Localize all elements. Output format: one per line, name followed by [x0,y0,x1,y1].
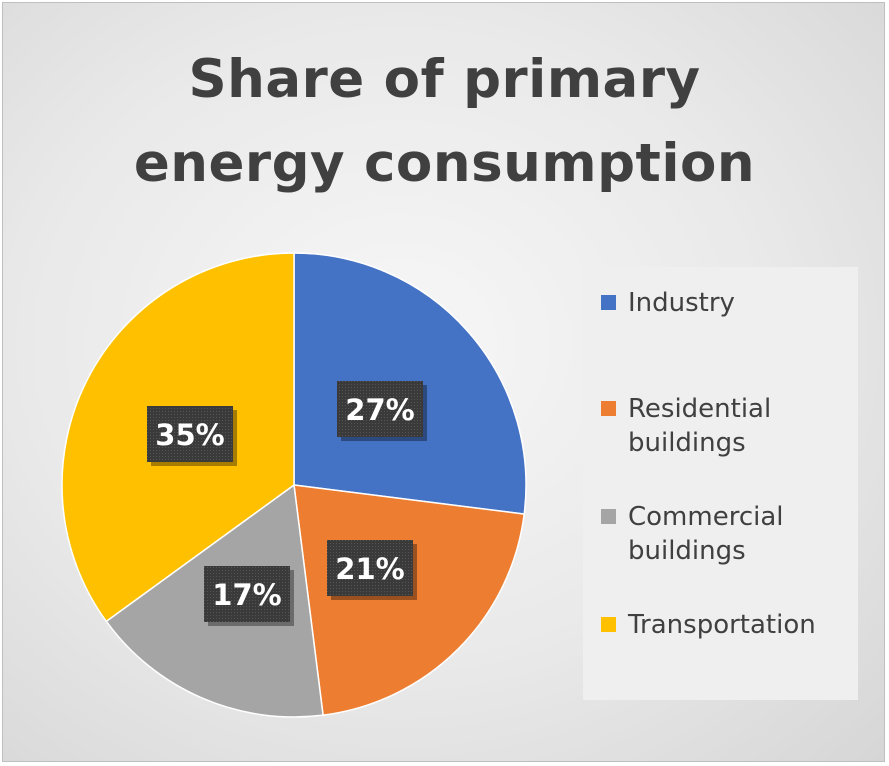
data-label-industry: 27% [337,381,427,441]
legend-label-transportation: Transportation [628,610,816,640]
legend-item-transportation: Transportation [601,608,858,642]
legend-swatch-residential-buildings [601,401,616,416]
legend-swatch-commercial-buildings [601,509,616,524]
chart-title-line-2: energy consumption [133,133,756,194]
legend-label-residential-buildings: Residential buildings [628,394,772,458]
chart-title: Share of primary energy consumption [0,38,889,206]
legend-item-residential-buildings: Residential buildings [601,392,858,460]
data-label-text-transportation: 35% [155,418,224,452]
legend: Industry Residential buildings Commercia… [583,267,858,700]
data-label-text-commercial-buildings: 17% [212,578,281,612]
legend-item-commercial-buildings: Commercial buildings [601,500,858,568]
chart-title-line-1: Share of primary [188,49,701,110]
data-label-transportation: 35% [147,406,237,466]
data-label-text-residential-buildings: 21% [335,552,404,586]
data-label-text-industry: 27% [345,393,414,427]
data-label-residential-buildings: 21% [327,540,417,600]
legend-swatch-industry [601,295,616,310]
data-label-commercial-buildings: 17% [204,566,294,626]
legend-item-industry: Industry [601,286,858,320]
legend-label-commercial-buildings: Commercial buildings [628,502,784,566]
legend-swatch-transportation [601,617,616,632]
pie-slice-residential-buildings [293,484,526,717]
legend-label-industry: Industry [628,288,735,318]
